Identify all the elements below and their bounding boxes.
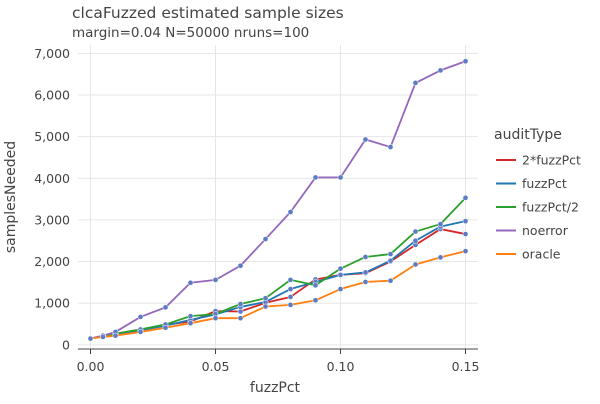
data-point <box>287 294 294 300</box>
data-point <box>387 277 394 284</box>
data-point <box>462 218 469 225</box>
y-tick-label: 4,000 <box>34 171 70 186</box>
data-point <box>387 251 394 257</box>
data-point <box>362 269 369 276</box>
data-point <box>287 302 294 308</box>
y-tick-label: 7,000 <box>34 46 70 61</box>
data-point <box>462 58 469 65</box>
data-point <box>262 295 269 302</box>
data-point <box>412 228 419 235</box>
data-point <box>87 335 94 342</box>
data-point <box>462 248 469 254</box>
data-point <box>362 136 369 143</box>
data-point <box>262 303 269 310</box>
y-tick-label: 5,000 <box>34 129 70 144</box>
data-point <box>387 144 394 150</box>
series-line <box>90 220 466 340</box>
y-tick-label: 0 <box>62 337 70 352</box>
data-point <box>287 277 294 283</box>
y-tick-label: 2,000 <box>34 254 70 269</box>
data-point <box>237 262 244 269</box>
data-point <box>162 304 169 311</box>
legend-title: auditType <box>494 127 562 143</box>
data-point <box>287 209 294 215</box>
data-point <box>337 272 344 278</box>
data-point <box>362 279 369 285</box>
data-point <box>187 320 194 327</box>
data-point <box>237 315 244 322</box>
legend-label: oracle <box>522 247 561 262</box>
data-point <box>337 286 344 292</box>
data-point <box>262 236 269 242</box>
axes: 0 1,000 2,000 3,000 4,000 5,000 6,000 7,000 0.00… <box>34 46 479 374</box>
data-point <box>137 329 144 335</box>
legend-label: fuzzPct <box>522 176 567 191</box>
y-tick-label: 6,000 <box>34 87 70 102</box>
data-point <box>337 174 344 181</box>
x-tick-label: 0.00 <box>77 359 105 374</box>
data-point <box>212 277 219 283</box>
x-tick-label: 0.15 <box>452 359 480 374</box>
data-point <box>412 80 419 86</box>
x-tick-label: 0.05 <box>202 359 230 374</box>
y-tick-label: 3,000 <box>34 212 70 227</box>
series-line <box>90 60 466 340</box>
legend-label: 2*fuzzPct <box>522 153 581 168</box>
data-point <box>437 221 444 227</box>
chart-title: clcaFuzzed estimated sample sizes <box>72 4 344 22</box>
data-point <box>162 324 169 331</box>
data-point <box>437 254 444 261</box>
x-tick-label: 0.10 <box>327 359 355 374</box>
data-point <box>437 67 444 74</box>
data-point <box>137 314 144 320</box>
data-point <box>312 282 319 289</box>
data-point <box>287 286 294 292</box>
data-point <box>187 279 194 286</box>
data-point <box>237 301 244 307</box>
data-point <box>387 257 394 264</box>
data-point <box>212 315 219 322</box>
data-point <box>412 237 419 244</box>
data-point <box>312 174 319 181</box>
legend-label: fuzzPct/2 <box>522 200 579 215</box>
data-point <box>100 334 106 340</box>
data-point <box>337 265 344 272</box>
data-point <box>362 254 369 260</box>
data-point <box>112 332 119 339</box>
grid <box>78 45 478 349</box>
data-point <box>312 297 319 304</box>
series-markers <box>87 58 469 342</box>
data-point <box>187 313 194 319</box>
chart-subtitle: margin=0.04 N=50000 nruns=100 <box>72 25 309 41</box>
data-point <box>412 261 419 268</box>
y-tick-label: 1,000 <box>34 296 70 311</box>
legend: auditType 2*fuzzPct fuzzPct fuzzPct/2 noerr… <box>494 127 581 262</box>
legend-label: noerror <box>522 223 569 238</box>
x-axis-label: fuzzPct <box>250 380 301 396</box>
series-lines <box>90 60 467 340</box>
y-axis-label: samplesNeeded <box>3 141 19 253</box>
data-point <box>462 231 469 237</box>
data-point <box>462 194 469 201</box>
